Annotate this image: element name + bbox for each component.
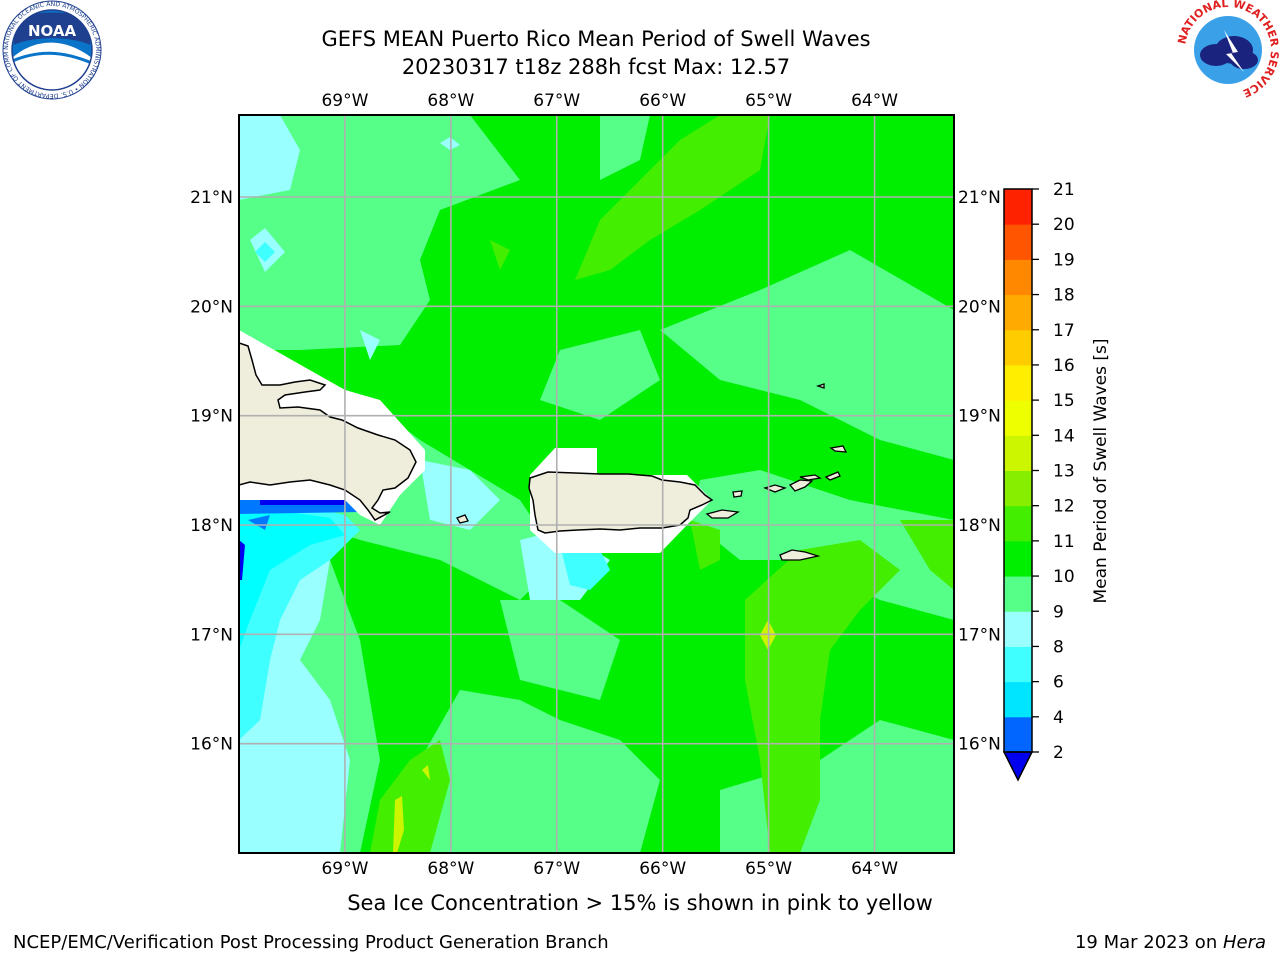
lat-label-left: 18°N: [190, 516, 233, 536]
lat-label-left: 19°N: [190, 407, 233, 427]
lon-label-top: 67°W: [533, 91, 580, 111]
noaa-logo: NATIONAL OCEANIC AND ATMOSPHERIC ADMINIS…: [2, 0, 102, 100]
lon-label-top: 65°W: [745, 91, 792, 111]
lon-label-top: 66°W: [639, 91, 686, 111]
graticule: [239, 115, 954, 853]
lon-label-bottom: 64°W: [851, 859, 898, 879]
period-under-2-zones: [239, 500, 345, 580]
map-title: GEFS MEAN Puerto Rico Mean Period of Swe…: [321, 27, 871, 51]
colorbar-tick-label: 2: [1053, 743, 1064, 763]
sea-ice-note: Sea Ice Concentration > 15% is shown in …: [347, 891, 933, 915]
colorbar: 2 4 6 8 9 10 11 12 13 14 15 16 17 18 19 20 21: [1002, 180, 1075, 782]
colorbar-tick-label: 13: [1053, 462, 1075, 482]
map-area: [239, 115, 954, 853]
colorbar-swatch: [1004, 681, 1032, 718]
colorbar-tick-label: 21: [1053, 180, 1075, 200]
lat-label-right: 17°N: [958, 625, 1001, 645]
colorbar-swatch: [1004, 540, 1032, 577]
colorbar-tick-label: 6: [1053, 673, 1064, 693]
credit-text: NCEP/EMC/Verification Post Processing Pr…: [13, 932, 609, 953]
lon-label-bottom: 69°W: [321, 859, 368, 879]
lon-label-bottom: 67°W: [533, 859, 580, 879]
colorbar-swatch: [1004, 470, 1032, 507]
lat-label-right: 18°N: [958, 516, 1001, 536]
lat-label-left: 17°N: [190, 625, 233, 645]
lat-label-left: 16°N: [190, 735, 233, 755]
colorbar-swatch: [1004, 294, 1032, 331]
puerto-rico-land: [528, 471, 714, 534]
colorbar-label: Mean Period of Swell Waves [s]: [1091, 339, 1111, 604]
lon-label-bottom: 65°W: [745, 859, 792, 879]
colorbar-under-triangle: [1002, 751, 1034, 782]
lat-labels-right: 21°N 20°N 19°N 18°N 17°N 16°N: [958, 188, 1001, 755]
lon-labels-bottom: 69°W 68°W 67°W 66°W 65°W 64°W: [321, 859, 898, 879]
map-subtitle: 20230317 t18z 288h fcst Max: 12.57: [401, 55, 791, 79]
noaa-logo-text: NOAA: [28, 22, 77, 40]
colorbar-tick-label: 18: [1053, 286, 1075, 306]
colorbar-tick-label: 15: [1053, 391, 1075, 411]
colorbar-swatch: [1004, 259, 1032, 296]
lat-label-right: 19°N: [958, 407, 1001, 427]
colorbar-swatch: [1004, 505, 1032, 542]
colorbar-tick-label: 19: [1053, 250, 1075, 270]
colorbar-tick-label: 11: [1053, 532, 1075, 552]
colorbar-tick-label: 4: [1053, 708, 1064, 728]
colorbar-swatch: [1004, 189, 1032, 225]
colorbar-swatch: [1004, 224, 1032, 260]
colorbar-tick-label: 9: [1053, 602, 1064, 622]
colorbar-swatch: [1004, 435, 1032, 471]
lat-label-right: 16°N: [958, 735, 1001, 755]
colorbar-swatch: [1004, 364, 1032, 401]
colorbar-swatch: [1004, 611, 1032, 647]
lon-label-top: 69°W: [321, 91, 368, 111]
nws-logo: NATIONAL WEATHER SERVICE: [1176, 0, 1280, 100]
lat-labels-left: 21°N 20°N 19°N 18°N 17°N 16°N: [190, 188, 233, 755]
colorbar-swatch: [1004, 576, 1032, 612]
colorbar-swatch: [1004, 329, 1032, 366]
colorbar-tick-label: 12: [1053, 497, 1075, 517]
colorbar-swatch: [1004, 716, 1032, 753]
colorbar-tick-label: 8: [1053, 637, 1064, 657]
colorbar-swatch: [1004, 646, 1032, 683]
colorbar-tick-label: 20: [1053, 215, 1075, 235]
generation-date: 19 Mar 2023 on Hera: [1075, 932, 1266, 953]
lat-label-left: 21°N: [190, 188, 233, 208]
hispaniola-land: [239, 342, 417, 521]
small-islands: [456, 383, 848, 561]
lat-label-left: 20°N: [190, 297, 233, 317]
map-frame: [238, 114, 955, 854]
colorbar-tick-label: 16: [1053, 356, 1075, 376]
credit-date: 19 Mar 2023 on: [1074, 932, 1223, 953]
colorbar-tick-label: 10: [1053, 567, 1075, 587]
lon-label-bottom: 66°W: [639, 859, 686, 879]
lon-labels-top: 69°W 68°W 67°W 66°W 65°W 64°W: [321, 91, 898, 111]
lon-label-top: 68°W: [427, 91, 474, 111]
lat-label-right: 20°N: [958, 297, 1001, 317]
colorbar-tick-label: 17: [1053, 321, 1075, 341]
colorbar-tick-label: 14: [1053, 426, 1075, 446]
colorbar-swatch: [1004, 400, 1032, 436]
lon-label-bottom: 68°W: [427, 859, 474, 879]
period-4-6-zones: [239, 510, 345, 650]
credit-host: Hera: [1222, 932, 1266, 953]
lat-label-right: 21°N: [958, 188, 1001, 208]
lon-label-top: 64°W: [851, 91, 898, 111]
